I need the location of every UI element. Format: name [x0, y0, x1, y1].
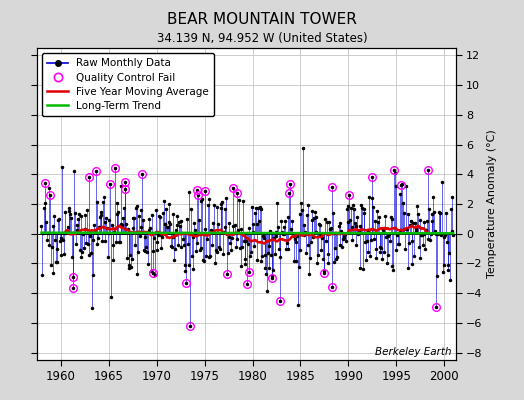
Legend: Raw Monthly Data, Quality Control Fail, Five Year Moving Average, Long-Term Tren: Raw Monthly Data, Quality Control Fail, …	[42, 53, 214, 116]
Y-axis label: Temperature Anomaly (°C): Temperature Anomaly (°C)	[487, 130, 497, 278]
Text: Berkeley Earth: Berkeley Earth	[375, 347, 452, 357]
Text: 34.139 N, 94.952 W (United States): 34.139 N, 94.952 W (United States)	[157, 32, 367, 45]
Text: BEAR MOUNTAIN TOWER: BEAR MOUNTAIN TOWER	[167, 12, 357, 27]
